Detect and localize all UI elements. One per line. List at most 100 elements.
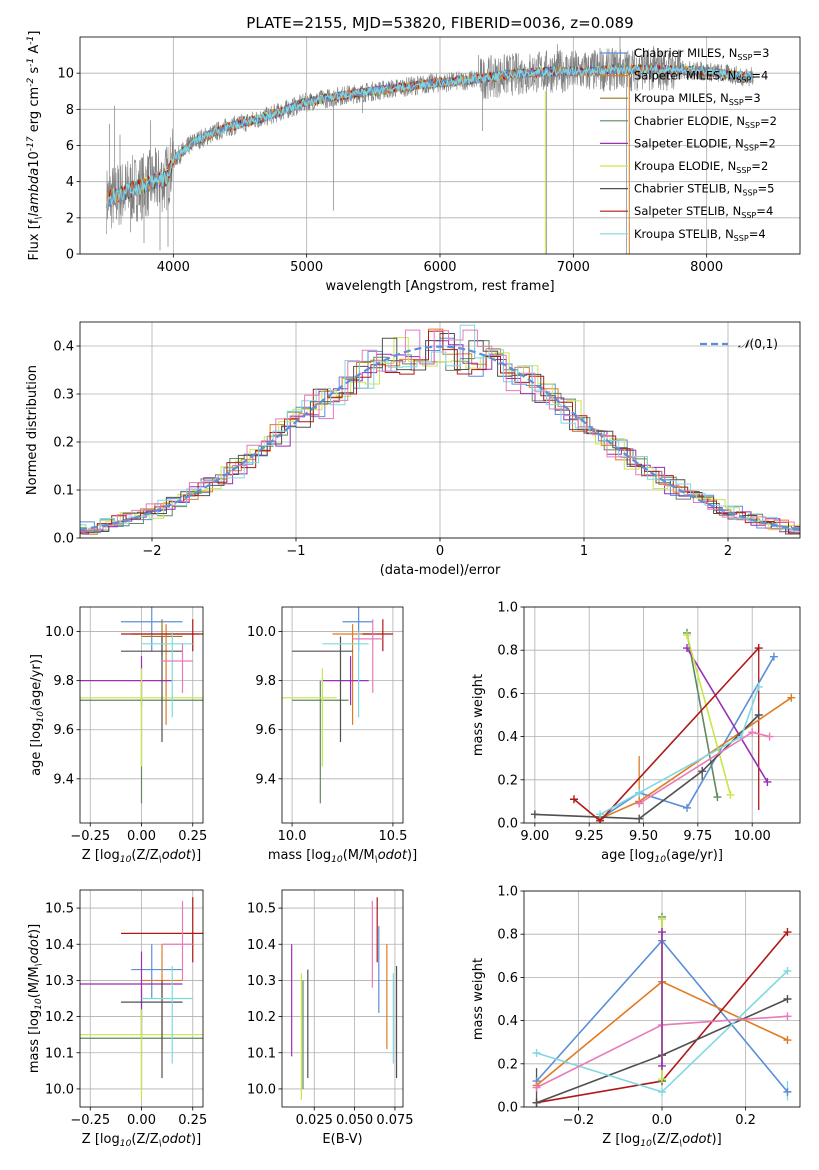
panel-z-mass: −0.25 0.00 0.25 10.0 10.1 10.2 10.3 10.4 10.5 Z […	[27, 889, 207, 1149]
y-tick-label: 4	[66, 175, 74, 190]
text-fragment: o	[25, 477, 40, 485]
text-fragment: I	[688, 91, 691, 105]
text-fragment: o	[624, 1132, 632, 1147]
text-fragment: p	[652, 204, 659, 218]
text-fragment: o	[646, 159, 653, 173]
text-fragment: =	[749, 227, 759, 241]
text-fragment: Z	[136, 1132, 145, 1147]
text-fragment: 2	[761, 159, 768, 173]
text-fragment: i	[471, 696, 486, 700]
text-fragment: d	[170, 1132, 179, 1147]
x-tick-label: 0.025	[296, 1113, 333, 1128]
text-fragment: S	[678, 227, 685, 241]
plot-area	[291, 897, 398, 1100]
text-fragment: )	[191, 1132, 196, 1147]
text-fragment: I	[717, 136, 720, 150]
text-fragment: a	[336, 279, 344, 294]
text-fragment: 5	[767, 182, 774, 196]
text-fragment: S	[634, 69, 641, 83]
text-fragment: t	[388, 279, 393, 294]
weight-marker	[765, 732, 774, 741]
text-fragment: [	[405, 279, 410, 294]
text-fragment: t	[25, 385, 40, 390]
text-fragment: w	[471, 991, 486, 1002]
y-tick-label: 0.4	[497, 730, 518, 745]
text-fragment: g	[27, 1010, 42, 1018]
text-fragment: e	[29, 752, 44, 760]
x-tick-label: 2	[724, 544, 732, 559]
text-fragment: ,	[762, 337, 766, 351]
text-fragment: N	[736, 114, 745, 128]
text-fragment: c	[27, 100, 42, 107]
text-fragment: l	[27, 1026, 42, 1030]
text-fragment: (	[380, 563, 385, 578]
text-fragment: t	[666, 136, 671, 150]
text-fragment: ]	[196, 848, 201, 863]
legend-label: Kroupa ELODIE, NSSP=2	[634, 159, 768, 175]
text-fragment: i	[668, 182, 671, 196]
text-fragment: u	[653, 159, 660, 173]
text-fragment: a	[471, 1019, 486, 1027]
text-fragment: V	[349, 1132, 358, 1147]
text-fragment: g	[112, 1132, 120, 1147]
text-fragment: =	[752, 46, 762, 60]
legend-label: Salpeter ELODIE, NSSP=2	[634, 136, 776, 152]
text-fragment: [	[27, 224, 42, 229]
text-fragment: d	[25, 443, 40, 451]
text-fragment: m	[27, 87, 42, 100]
text-fragment: 4	[766, 204, 773, 218]
text-fragment: [	[95, 1132, 100, 1147]
text-fragment: t	[186, 1132, 192, 1147]
weight-marker	[698, 767, 707, 776]
weight-marker	[635, 788, 644, 797]
text-fragment: K	[634, 227, 642, 241]
text-fragment: =	[759, 136, 769, 150]
text-fragment: [	[306, 848, 311, 863]
y-tick-label: 0.2	[497, 1057, 518, 1072]
weight-marker	[596, 810, 605, 819]
text-fragment: t	[443, 279, 448, 294]
text-fragment: ,	[728, 136, 732, 150]
text-fragment: )	[407, 848, 412, 863]
text-fragment: l	[29, 739, 44, 743]
text-fragment: L	[700, 46, 707, 60]
y-tick-label: 0.0	[497, 817, 518, 832]
y-tick-label: 0.0	[53, 532, 74, 547]
text-fragment: g	[380, 279, 388, 294]
text-fragment: e	[27, 124, 42, 132]
text-fragment: 2	[770, 114, 777, 128]
text-fragment: SSP	[736, 166, 751, 175]
y-tick-label: 8	[66, 103, 74, 118]
text-fragment: b	[25, 398, 40, 406]
panel-residuals: −2 −1 0 1 20.00.10.20.30.4(data-model)/error…	[25, 321, 801, 578]
x-axis-label: mass [log10(M/M\odot)]	[268, 848, 417, 865]
legend-label: Chabrier MILES, NSSP=3	[634, 46, 769, 62]
y-tick-label: 9.6	[53, 723, 74, 738]
plot-area	[532, 912, 792, 1107]
text-fragment: ,	[718, 227, 722, 241]
y-tick-label: 9.8	[255, 674, 276, 689]
legend-label: Kroupa STELIB, NSSP=4	[634, 227, 766, 243]
text-fragment: r	[482, 279, 488, 294]
x-tick-label: 0.2	[735, 1113, 756, 1128]
text-fragment: l	[648, 136, 651, 150]
text-fragment: 10	[654, 855, 666, 865]
text-fragment: e	[25, 452, 40, 460]
x-tick-label: −2	[142, 544, 161, 559]
text-fragment: r	[679, 182, 684, 196]
text-fragment: e	[617, 848, 625, 863]
x-tick-label: 0.00	[127, 829, 156, 844]
text-fragment: /	[145, 1132, 150, 1147]
weight-marker	[783, 966, 792, 975]
text-fragment: A	[410, 279, 419, 294]
weight-line	[599, 686, 760, 816]
text-fragment: t	[402, 848, 408, 863]
text-fragment: M	[27, 966, 42, 977]
text-fragment: )	[29, 659, 44, 664]
y-tick-label: 0.3	[53, 388, 74, 403]
weight-marker	[713, 793, 722, 802]
text-fragment: d	[25, 431, 40, 439]
model-spectrum	[106, 63, 754, 209]
text-fragment: l	[360, 279, 364, 294]
